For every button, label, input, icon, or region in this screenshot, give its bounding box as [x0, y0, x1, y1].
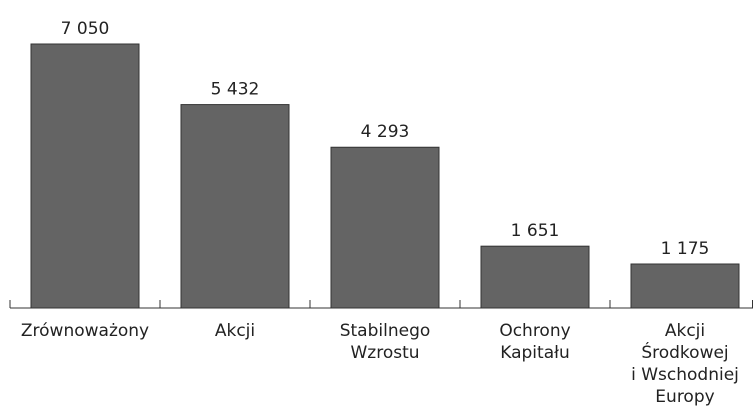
x-tick-label: Zrównoważony [21, 321, 149, 341]
value-label: 7 050 [61, 19, 110, 39]
x-tick-label: Wzrostu [350, 343, 419, 363]
bar [30, 43, 140, 309]
x-tick-label: i Wschodniej [631, 365, 739, 385]
bar [330, 146, 440, 309]
bar [180, 104, 290, 309]
x-tick-label: Kapitału [500, 343, 569, 363]
value-label: 1 175 [661, 239, 710, 259]
x-tick-label: Europy [655, 387, 714, 407]
x-tick-label: Akcji [215, 321, 255, 341]
x-tick-label: Ochrony [499, 321, 570, 341]
bar [630, 263, 740, 309]
x-tick-label: Akcji [665, 321, 705, 341]
x-tick-label: Stabilnego [340, 321, 431, 341]
value-label: 1 651 [511, 221, 560, 241]
x-tick-label: Środkowej [641, 341, 728, 363]
value-label: 5 432 [211, 80, 260, 100]
value-label: 4 293 [361, 122, 410, 142]
bar [480, 245, 590, 309]
